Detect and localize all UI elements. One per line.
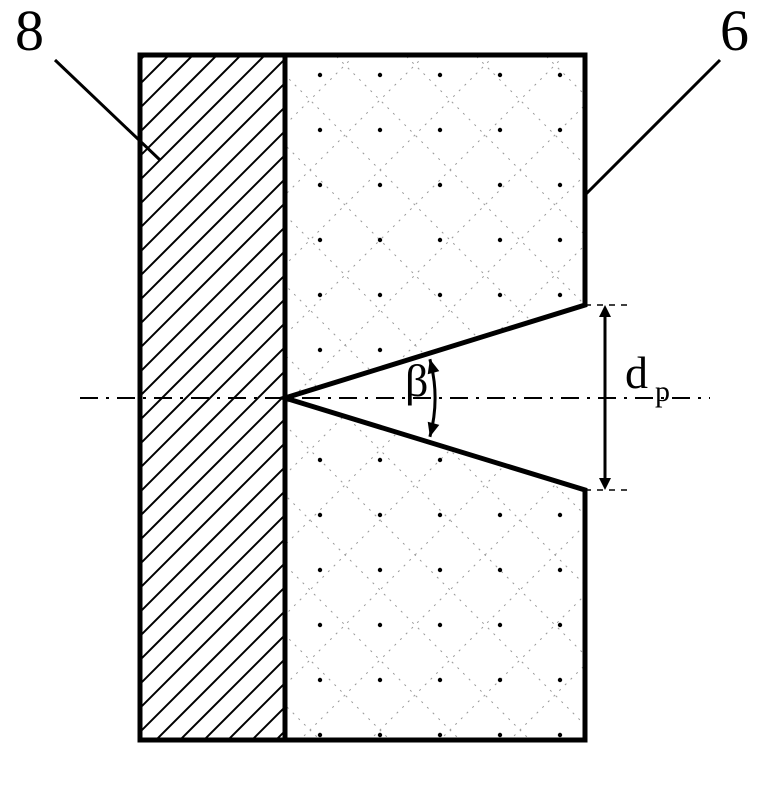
leader-line-8 [55,60,160,160]
leader-line-6 [585,60,720,195]
dimension-label-d: d [625,346,648,399]
angle-label-beta: β [405,354,428,407]
dimension-label-p-subscript: p [655,375,670,409]
callout-label-6: 6 [720,0,749,64]
arrowhead [599,478,611,490]
arrowhead [599,305,611,317]
callout-label-8: 8 [15,0,44,64]
